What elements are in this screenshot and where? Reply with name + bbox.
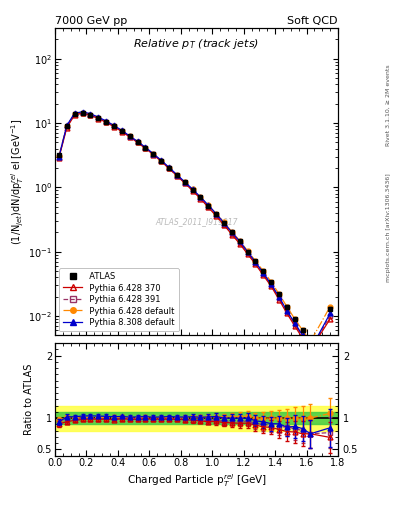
- Legend:   ATLAS,   Pythia 6.428 370,   Pythia 6.428 391,   Pythia 6.428 default,   Pythi: ATLAS, Pythia 6.428 370, Pythia 6.428 39…: [59, 268, 179, 331]
- Text: Relative p$_T$ (track jets): Relative p$_T$ (track jets): [134, 37, 259, 51]
- Bar: [55, 406, 338, 431]
- Text: 7000 GeV pp: 7000 GeV pp: [55, 15, 127, 26]
- Text: Soft QCD: Soft QCD: [288, 15, 338, 26]
- Text: Rivet 3.1.10, ≥ 2M events: Rivet 3.1.10, ≥ 2M events: [386, 64, 391, 146]
- Bar: [55, 412, 338, 424]
- X-axis label: Charged Particle p$_T^{rel}$ [GeV]: Charged Particle p$_T^{rel}$ [GeV]: [127, 473, 266, 489]
- Y-axis label: (1/N$_{jet}$)dN/dp$_T^{rel}$ el [GeV$^{-1}$]: (1/N$_{jet}$)dN/dp$_T^{rel}$ el [GeV$^{-…: [9, 119, 26, 245]
- Text: mcplots.cern.ch [arXiv:1306.3436]: mcplots.cern.ch [arXiv:1306.3436]: [386, 174, 391, 282]
- Text: ATLAS_2011_I919017: ATLAS_2011_I919017: [155, 217, 238, 226]
- Y-axis label: Ratio to ATLAS: Ratio to ATLAS: [24, 364, 34, 435]
